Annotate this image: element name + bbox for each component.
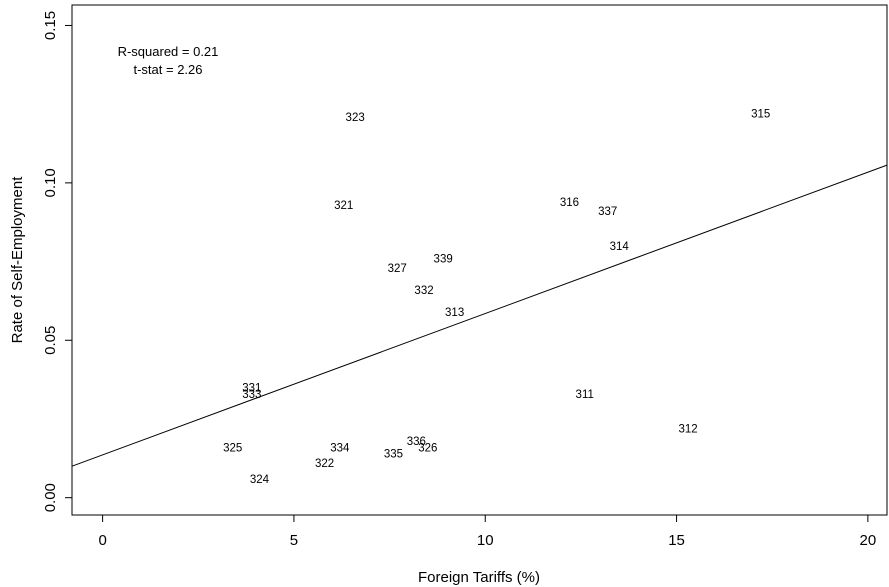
data-point-label: 313 [445, 307, 464, 319]
data-point-label: 332 [414, 285, 433, 297]
y-axis-title: Rate of Self-Employment [9, 176, 26, 344]
data-point-label: 334 [330, 442, 350, 454]
data-point-label: 315 [751, 109, 770, 121]
data-point-label: 311 [576, 389, 594, 401]
data-point-label: 325 [223, 442, 242, 454]
data-point-label: 336 [407, 436, 426, 448]
r-squared-annotation: R-squared = 0.21 [118, 44, 219, 59]
y-tick-label: 0.15 [42, 11, 59, 40]
x-tick-label: 5 [290, 532, 298, 549]
regression-line [71, 164, 888, 467]
data-point-label: 333 [242, 389, 261, 401]
data-point-label: 326 [418, 442, 437, 454]
y-tick-label: 0.10 [42, 168, 59, 197]
data-point-label: 316 [560, 197, 579, 209]
data-point-label: 337 [598, 206, 617, 218]
y-tick-label: 0.00 [42, 483, 59, 512]
data-point-label: 314 [610, 241, 630, 253]
data-point-label: 322 [315, 458, 334, 470]
data-point-label: 335 [384, 449, 403, 461]
data-point-label: 324 [250, 474, 270, 486]
fit-line-layer [71, 164, 888, 467]
y-tick-label: 0.05 [42, 326, 59, 355]
data-point-label: 323 [346, 112, 365, 124]
x-tick-label: 15 [668, 532, 685, 549]
data-point-label: 331 [242, 383, 261, 395]
x-axis-title: Foreign Tariffs (%) [418, 569, 540, 586]
data-point-label: 339 [434, 253, 453, 265]
data-point-label: 312 [678, 423, 697, 435]
t-stat-annotation: t-stat = 2.26 [133, 62, 202, 77]
x-axis: 0 5 10 15 20 [98, 515, 876, 549]
data-point-label: 327 [388, 263, 407, 275]
data-point-label: 321 [334, 200, 353, 212]
plot-frame [71, 4, 888, 516]
x-tick-label: 10 [477, 532, 494, 549]
y-axis: 0.00 0.05 0.10 0.15 [42, 11, 72, 512]
x-tick-label: 20 [860, 532, 877, 549]
x-tick-label: 0 [98, 532, 106, 549]
